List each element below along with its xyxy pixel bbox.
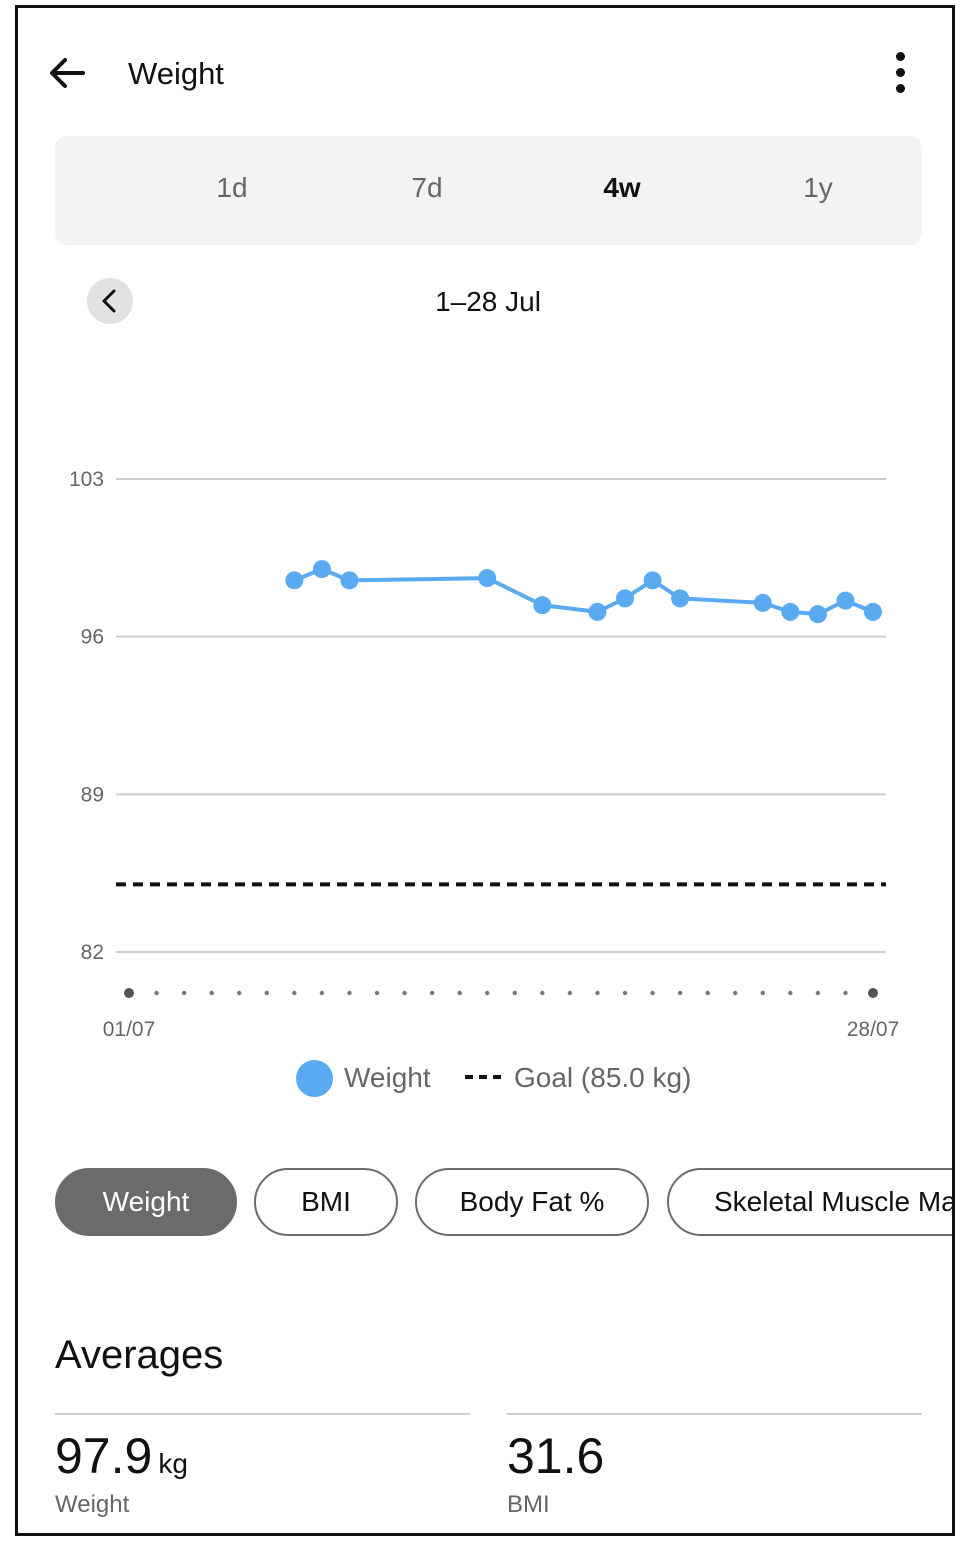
- y-tick-label: 103: [69, 468, 104, 491]
- metric-chips: Weight BMI Body Fat % Skeletal Muscle Ma…: [18, 1168, 952, 1240]
- chip-weight[interactable]: Weight: [55, 1168, 237, 1236]
- averages-title: Averages: [55, 1333, 224, 1377]
- average-weight-label: Weight: [55, 1491, 130, 1518]
- x-axis-day-tick: [540, 990, 545, 996]
- weight-data-point: [808, 605, 827, 624]
- weight-data-point: [616, 589, 634, 608]
- average-weight-value: 97.9 kg: [55, 1428, 188, 1484]
- x-axis-day-tick: [457, 990, 462, 996]
- weight-chart: 103 96 89 82 01/07 28/07: [69, 468, 900, 1041]
- x-axis-day-tick: [485, 990, 490, 996]
- average-weight-unit: kg: [158, 1448, 188, 1479]
- x-axis-day-tick: [622, 990, 628, 996]
- goal-legend-marker: [465, 1075, 501, 1079]
- weight-legend-marker: [296, 1060, 333, 1097]
- x-axis-day-tick: [124, 988, 134, 998]
- weight-data-point: [533, 596, 552, 615]
- x-axis-day-tick: [868, 988, 878, 998]
- x-axis-day-tick: [264, 990, 269, 996]
- x-axis-day-tick: [292, 990, 297, 996]
- x-tick-label-end: 28/07: [847, 1018, 900, 1041]
- tab-1d[interactable]: 1d: [216, 172, 248, 203]
- x-axis-day-tick: [319, 990, 325, 996]
- x-axis-day-tick: [209, 990, 214, 996]
- back-arrow-icon[interactable]: [45, 51, 89, 95]
- x-axis-day-tick: [512, 990, 517, 996]
- weight-data-point: [671, 589, 690, 608]
- weight-data-point: [478, 569, 497, 588]
- chip-skeletal-muscle-mass[interactable]: Skeletal Muscle Mass: [667, 1168, 952, 1236]
- weight-data-point: [864, 602, 882, 621]
- x-axis-day-tick: [347, 990, 352, 996]
- weight-data-point: [312, 560, 331, 579]
- chip-bmi[interactable]: BMI: [254, 1168, 398, 1236]
- tab-7d[interactable]: 7d: [411, 172, 443, 203]
- weight-data-point: [340, 571, 359, 590]
- chevron-left-icon: [102, 289, 116, 313]
- x-axis-day-tick: [374, 990, 380, 996]
- x-axis-day-tick: [788, 990, 793, 996]
- x-axis-day-tick: [760, 990, 765, 996]
- tab-4w[interactable]: 4w: [603, 172, 641, 203]
- x-axis-day-tick: [733, 990, 738, 996]
- page-title: Weight: [128, 56, 224, 91]
- chip-body-fat[interactable]: Body Fat %: [415, 1168, 649, 1236]
- y-tick-label: 96: [81, 626, 104, 649]
- x-axis-day-tick: [567, 990, 573, 996]
- weight-data-point: [588, 602, 607, 621]
- average-bmi-card: 31.6 BMI: [507, 1413, 922, 1525]
- x-axis-day-tick: [677, 990, 683, 996]
- weight-data-point: [285, 571, 304, 590]
- average-weight-card: 97.9 kg Weight: [55, 1413, 470, 1525]
- app-screen: Weight 1d 7d 4w 1y 1–28 Jul 103 96 89 82 01/…: [15, 5, 955, 1536]
- weight-data-point: [753, 593, 772, 612]
- legend-weight-label: Weight: [344, 1062, 431, 1093]
- x-axis-day-tick: [815, 990, 821, 996]
- x-axis-day-tick: [705, 990, 710, 996]
- weight-data-point: [643, 571, 662, 590]
- legend-goal-label: Goal (85.0 kg): [514, 1062, 692, 1093]
- more-options-icon[interactable]: [888, 52, 912, 96]
- x-axis-day-tick: [650, 990, 655, 996]
- x-axis-day-tick: [402, 990, 407, 996]
- x-axis-day-tick: [843, 990, 848, 996]
- x-tick-label-start: 01/07: [103, 1018, 156, 1041]
- weight-data-point: [781, 602, 800, 621]
- y-tick-label: 82: [81, 941, 104, 964]
- y-tick-label: 89: [81, 783, 104, 806]
- period-label: 1–28 Jul: [435, 286, 541, 317]
- tab-1y[interactable]: 1y: [803, 172, 833, 203]
- x-axis-day-tick: [595, 990, 600, 996]
- average-bmi-value: 31.6: [507, 1428, 605, 1484]
- previous-period-button[interactable]: [87, 278, 133, 324]
- x-axis-day-tick: [181, 990, 187, 996]
- x-axis-day-tick: [237, 990, 242, 996]
- x-axis-day-tick: [429, 990, 435, 996]
- x-axis-day-tick: [154, 990, 159, 996]
- range-tabs: 1d 7d 4w 1y: [55, 136, 922, 245]
- average-bmi-label: BMI: [507, 1491, 550, 1518]
- chart-legend: Weight Goal (85.0 kg): [18, 1056, 952, 1100]
- weight-data-point: [836, 591, 855, 610]
